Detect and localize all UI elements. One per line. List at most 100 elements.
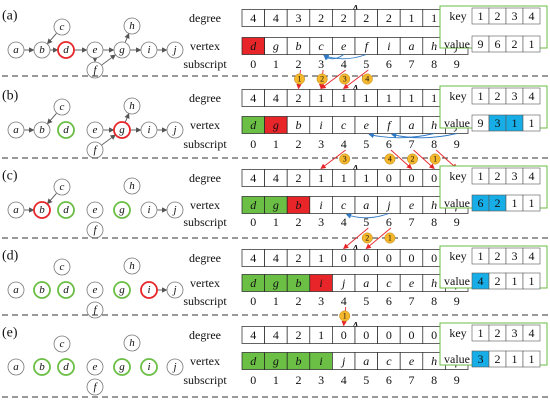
- graph-node-c: [53, 178, 71, 196]
- graph-node-label: i: [147, 204, 150, 216]
- row-label-vertex: vertex: [190, 118, 220, 132]
- graph-node-label: h: [129, 260, 135, 272]
- hash-key: 4: [529, 326, 535, 340]
- graph-edge: [124, 113, 130, 123]
- hash-value: 1: [512, 196, 518, 210]
- graph-node-b: [33, 358, 51, 376]
- subscript-value: 3: [318, 215, 324, 229]
- hash-value: 2: [512, 37, 518, 51]
- hash-key: 4: [529, 89, 535, 103]
- hash-key: 3: [512, 249, 518, 263]
- red-arrow: [435, 149, 458, 170]
- vertex-value: g: [273, 276, 279, 290]
- subscript-value: 9: [454, 373, 460, 387]
- red-arrow: [342, 69, 369, 90]
- graph-node-g: [113, 41, 131, 59]
- graph-node-label: f: [93, 381, 98, 393]
- degree-value: 1: [318, 251, 324, 265]
- graph-node-i: [140, 358, 158, 376]
- graph-edge: [124, 33, 130, 43]
- subscript-value: 1: [273, 294, 279, 308]
- graph-node-e: [86, 121, 104, 139]
- graph-node-label: f: [93, 144, 98, 156]
- degree-value: 1: [363, 91, 369, 105]
- subscript-value: 1: [273, 373, 279, 387]
- hash-value: 3: [478, 352, 484, 366]
- hash-value-cell: [522, 35, 541, 53]
- graph-node-label: j: [171, 284, 176, 296]
- hash-value-cell: [522, 114, 541, 132]
- graph-node-label: c: [60, 261, 65, 273]
- graph-edge: [46, 33, 57, 45]
- hash-key-label: key: [449, 169, 466, 183]
- degree-value: 4: [250, 91, 256, 105]
- panel-label: (d): [2, 249, 19, 264]
- graph-node-i: [140, 121, 158, 139]
- hash-key-label: key: [449, 89, 466, 103]
- hash-key: 4: [529, 169, 535, 183]
- subscript-value: 9: [454, 57, 460, 71]
- vertex-value: d: [250, 39, 257, 53]
- red-arrow: [413, 149, 435, 170]
- row-label-subscript: subscript: [183, 57, 227, 71]
- graph-node-c: [53, 98, 71, 116]
- graph-node-label: a: [13, 361, 19, 373]
- graph-node-label: d: [63, 284, 69, 296]
- graph-node-label: e: [93, 124, 98, 136]
- graph-node-label: a: [13, 44, 19, 56]
- graph: a b cd ef ghi j: [7, 257, 184, 319]
- red-arrow: [320, 69, 346, 90]
- row-label-vertex: vertex: [190, 39, 220, 53]
- subscript-value: 0: [250, 215, 256, 229]
- vertex-value: b: [296, 354, 302, 368]
- degree-value: 1: [431, 11, 437, 25]
- degree-value: 1: [318, 328, 324, 342]
- subscript-value: 5: [363, 373, 369, 387]
- step-badge: [407, 153, 418, 165]
- vertex-value: c: [341, 118, 347, 132]
- graph-node-label: i: [147, 124, 150, 136]
- subscript-value: 4: [341, 137, 347, 151]
- subscript-value: 2: [296, 373, 302, 387]
- vertex-value: e: [364, 118, 370, 132]
- hash-key: 3: [512, 169, 518, 183]
- subscript-value: 0: [250, 373, 256, 387]
- subscript-value: 1: [273, 137, 279, 151]
- degree-value: 4: [273, 171, 279, 185]
- vertex-value: a: [409, 118, 415, 132]
- step-badge: [384, 153, 396, 165]
- degree-value: 3: [296, 11, 302, 25]
- graph-edge: [46, 113, 57, 125]
- step-badge: [339, 310, 351, 322]
- graph: a b cd ef ghi j: [7, 177, 184, 239]
- graph-node-c: [53, 258, 71, 276]
- row-label-degree: degree: [189, 11, 221, 25]
- degree-value: 4: [250, 251, 256, 265]
- subscript-value: 8: [431, 57, 437, 71]
- step-badge-label: 2: [320, 75, 324, 84]
- graph-node-label: j: [171, 124, 176, 136]
- graph-node-label: h: [129, 180, 135, 192]
- graph-node-h: [123, 257, 141, 275]
- graph-node-b: [33, 201, 51, 219]
- degree-value: 1: [341, 91, 347, 105]
- graph-node-j: [166, 121, 184, 139]
- graph-node-label: d: [63, 124, 69, 136]
- graph-node-label: g: [119, 124, 125, 136]
- degree-value: 1: [409, 11, 415, 25]
- vertex-value: b: [296, 198, 302, 212]
- subscript-value: 3: [318, 294, 324, 308]
- hash-value: 9: [478, 116, 484, 130]
- hash-value-label: value: [444, 352, 470, 366]
- subscript-value: 7: [409, 294, 415, 308]
- array-title: A: [350, 242, 359, 257]
- graph-node-j: [166, 201, 184, 219]
- panel-label: (b): [2, 89, 19, 104]
- graph-node-label: b: [39, 124, 45, 136]
- hash-key: 2: [495, 326, 501, 340]
- graph-node-f: [86, 378, 104, 396]
- degree-value: 0: [386, 171, 392, 185]
